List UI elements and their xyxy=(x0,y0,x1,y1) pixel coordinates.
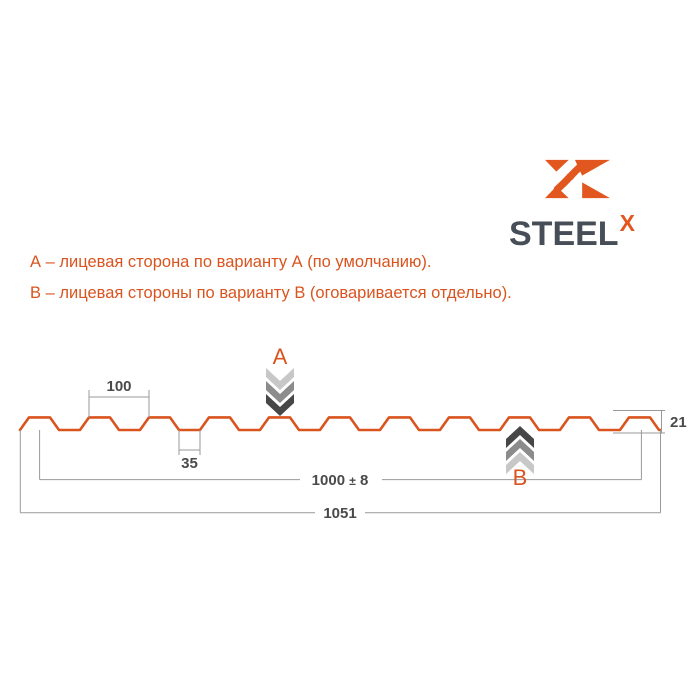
svg-text:1000 ± 8: 1000 ± 8 xyxy=(312,472,369,489)
svg-text:100: 100 xyxy=(106,378,131,395)
svg-text:35: 35 xyxy=(181,455,198,472)
svg-text:21: 21 xyxy=(670,414,687,431)
svg-text:A: A xyxy=(273,344,288,369)
svg-text:1051: 1051 xyxy=(323,505,356,522)
svg-text:B: B xyxy=(513,465,528,490)
